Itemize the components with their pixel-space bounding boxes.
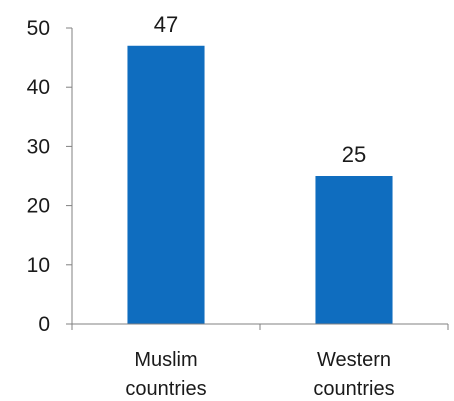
y-tick-label: 0 xyxy=(38,313,50,336)
y-tick-label: 10 xyxy=(27,254,50,277)
x-category-label-line: Western xyxy=(317,349,391,371)
x-category-label-line: countries xyxy=(125,378,206,400)
y-axis: 0 10 20 30 40 50 xyxy=(27,17,73,336)
y-tick-label: 30 xyxy=(27,135,50,158)
x-category-label-line: Muslim xyxy=(134,349,197,371)
bar xyxy=(315,176,393,324)
data-label: 47 xyxy=(154,12,178,37)
bars: 47 25 xyxy=(127,12,393,324)
x-category-label: Western countries xyxy=(313,349,394,400)
bar xyxy=(127,45,205,324)
x-category-label: Muslim countries xyxy=(125,349,206,400)
y-tick-label: 40 xyxy=(27,76,50,99)
data-label: 25 xyxy=(342,142,366,167)
x-axis: Muslim countries Western countries xyxy=(71,323,449,400)
x-category-label-line: countries xyxy=(313,378,394,400)
y-tick-label: 50 xyxy=(27,17,50,40)
y-tick-label: 20 xyxy=(27,195,50,218)
